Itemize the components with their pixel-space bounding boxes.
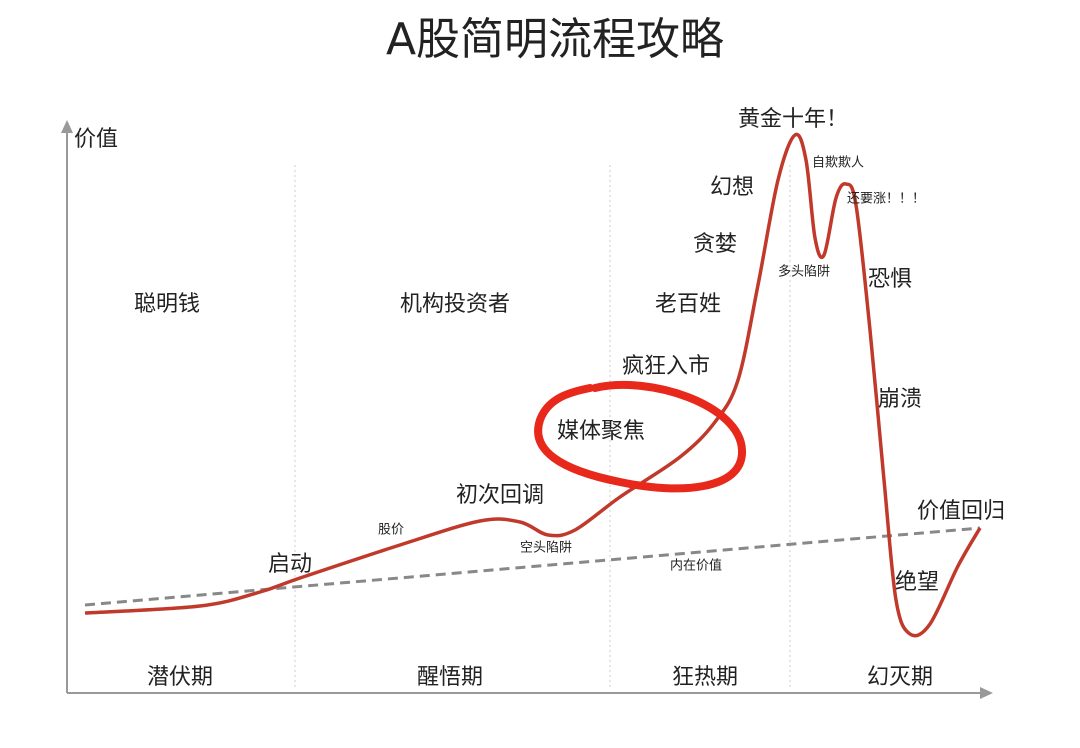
y-arrow <box>61 120 73 133</box>
price-curve <box>84 132 982 638</box>
annotation: 启动 <box>268 552 312 577</box>
participant: 机构投资者 <box>400 292 510 317</box>
phase: 狂热期 <box>672 665 738 690</box>
title: A股简明流程攻略 <box>386 14 724 65</box>
annotation: 价值回归 <box>917 499 1005 524</box>
highlight-circle <box>534 381 747 493</box>
annotation: 媒体聚焦 <box>557 419 645 444</box>
annotation: 空头陷阱 <box>520 541 572 556</box>
annotation: 恐惧 <box>868 267 912 292</box>
phase: 醒悟期 <box>417 665 483 690</box>
participant: 老百姓 <box>655 292 721 317</box>
annotation: 内在价值 <box>670 558 722 574</box>
annotation: 幻想 <box>710 175 754 200</box>
intrinsic-line <box>84 526 981 607</box>
phase: 潜伏期 <box>147 665 213 690</box>
annotation: 初次回调 <box>456 483 544 508</box>
annotation: 疯狂入市 <box>622 354 710 379</box>
annotation: 崩溃 <box>878 387 922 412</box>
x-arrow <box>980 687 993 699</box>
phase: 幻灭期 <box>867 665 933 690</box>
annotation: 黄金十年！ <box>738 107 848 132</box>
annotation: 自欺欺人 <box>812 156 864 171</box>
annotation: 股价 <box>378 523 404 538</box>
annotation: 绝望 <box>895 570 939 595</box>
annotation: 多头陷阱 <box>778 264 830 280</box>
annotation: 还要涨！！！ <box>847 192 925 207</box>
participant: 聪明钱 <box>134 292 200 317</box>
annotation: 贪婪 <box>693 232 737 257</box>
y-label: 价值 <box>74 127 118 152</box>
